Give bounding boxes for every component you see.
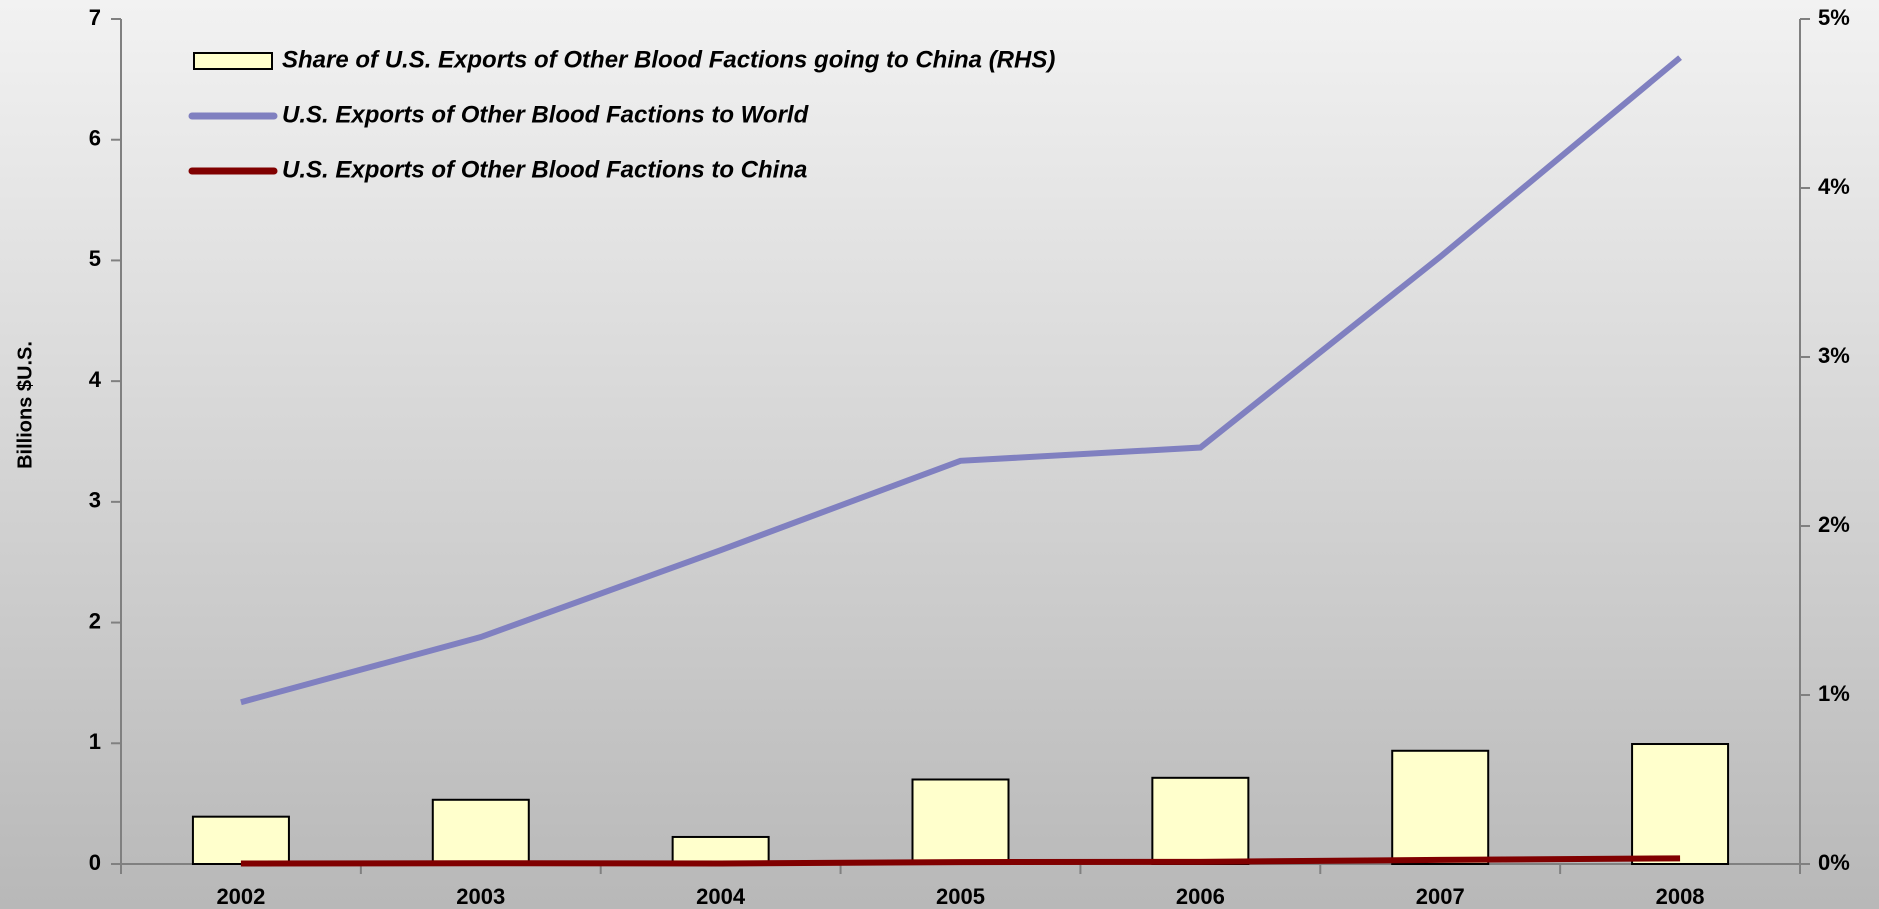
x-tick-label: 2003 [456,884,505,909]
legend-label: U.S. Exports of Other Blood Factions to … [282,156,807,183]
y-tick-label: 0 [89,850,101,875]
bar [671,835,770,866]
bar [1631,743,1730,866]
y2-tick-label: 2% [1818,512,1850,537]
x-tick-label: 2002 [216,884,265,909]
y-axis-label: Billions $U.S. [14,341,36,469]
line [240,855,1681,867]
y-tick-label: 3 [89,488,101,513]
bar [191,815,290,865]
y-tick-label: 2 [89,608,101,633]
y2-tick-label: 3% [1818,343,1850,368]
bar [1391,749,1490,866]
legend-swatch [193,52,273,70]
legend-label: U.S. Exports of Other Blood Factions to … [282,101,810,128]
x-tick-label: 2005 [936,884,985,909]
y-tick-label: 6 [89,126,101,151]
line [240,55,1682,706]
bar [1151,776,1250,865]
bar [911,778,1010,865]
x-tick-label: 2004 [696,884,746,909]
y-tick-label: 1 [89,729,101,754]
x-tick-label: 2006 [1176,884,1225,909]
x-tick-label: 2007 [1416,884,1465,909]
bar [431,798,530,866]
legend-label: Share of U.S. Exports of Other Blood Fac… [282,46,1055,73]
y-tick-label: 7 [89,5,101,30]
y2-tick-label: 5% [1818,5,1850,30]
y2-tick-label: 4% [1818,174,1850,199]
y2-tick-label: 0% [1818,850,1850,875]
y-tick-label: 4 [89,367,102,392]
y-tick-label: 5 [89,246,101,271]
x-tick-label: 2008 [1656,884,1705,909]
y2-tick-label: 1% [1818,681,1850,706]
